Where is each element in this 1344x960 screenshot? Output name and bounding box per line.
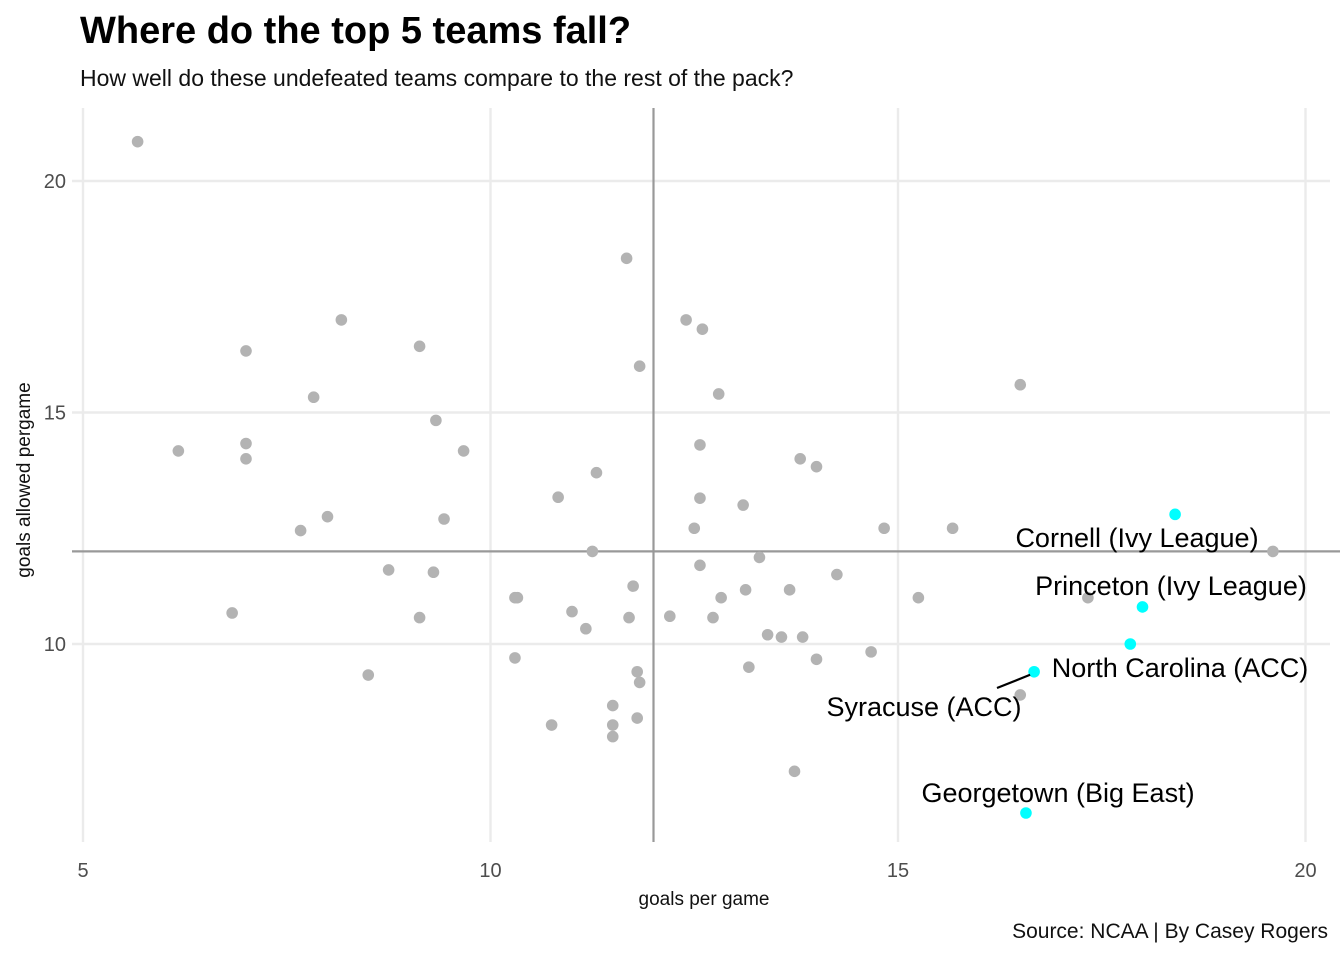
team-label: Cornell (Ivy League) bbox=[1015, 523, 1258, 553]
data-point bbox=[688, 522, 701, 535]
data-point bbox=[633, 676, 646, 689]
data-point bbox=[810, 653, 823, 666]
data-point bbox=[783, 584, 796, 596]
data-point bbox=[627, 580, 639, 592]
highlighted-point bbox=[1028, 665, 1040, 678]
team-label: Princeton (Ivy League) bbox=[1035, 571, 1307, 601]
data-point bbox=[831, 568, 843, 581]
data-point bbox=[240, 345, 252, 357]
data-point bbox=[382, 564, 395, 576]
data-point bbox=[566, 605, 578, 618]
highlighted-point bbox=[1020, 807, 1032, 819]
data-point bbox=[696, 323, 709, 335]
data-point bbox=[631, 712, 643, 724]
x-tick-label: 20 bbox=[1294, 860, 1316, 882]
data-point bbox=[796, 631, 809, 643]
highlighted-points bbox=[1020, 508, 1181, 819]
data-point bbox=[620, 252, 633, 265]
data-point bbox=[715, 591, 727, 604]
data-point bbox=[413, 340, 426, 353]
data-point bbox=[739, 584, 752, 596]
data-point bbox=[623, 611, 635, 624]
data-point bbox=[606, 730, 619, 743]
reference-lines bbox=[72, 108, 1340, 842]
data-point bbox=[810, 460, 823, 473]
data-point bbox=[694, 439, 706, 451]
data-point bbox=[509, 652, 521, 664]
y-tick-label: 10 bbox=[44, 634, 66, 656]
x-tick-label: 15 bbox=[887, 860, 909, 882]
data-point bbox=[586, 545, 599, 558]
data-point bbox=[878, 522, 890, 535]
chart-caption: Source: NCAA | By Casey Rogers bbox=[1012, 920, 1328, 943]
data-point bbox=[552, 491, 564, 504]
data-point bbox=[631, 665, 643, 678]
data-point bbox=[590, 466, 603, 479]
y-tick-label: 20 bbox=[44, 171, 66, 193]
data-point bbox=[580, 622, 592, 635]
data-point bbox=[912, 591, 925, 604]
chart-title: Where do the top 5 teams fall? bbox=[80, 10, 632, 52]
data-point bbox=[307, 391, 320, 404]
data-point bbox=[743, 661, 755, 673]
data-point bbox=[1267, 545, 1279, 558]
data-point bbox=[794, 453, 806, 465]
highlighted-point bbox=[1169, 508, 1181, 521]
data-point bbox=[362, 669, 375, 681]
grid-lines bbox=[72, 108, 1330, 842]
data-point bbox=[321, 510, 334, 523]
data-points bbox=[131, 135, 1279, 778]
chart-subtitle: How well do these undefeated teams compa… bbox=[80, 65, 794, 91]
data-point bbox=[430, 414, 442, 427]
data-point bbox=[865, 646, 877, 658]
data-point bbox=[761, 628, 774, 641]
data-point bbox=[753, 551, 766, 564]
data-point bbox=[606, 699, 619, 712]
data-point bbox=[438, 513, 450, 525]
x-axis-label: goals per game bbox=[639, 889, 770, 910]
axis-ticks: 5 10 15 20 10 15 20 bbox=[44, 171, 1317, 882]
highlighted-point bbox=[1124, 638, 1137, 650]
data-point bbox=[226, 607, 238, 619]
y-axis-label: goals allowed pergame bbox=[14, 382, 35, 577]
team-label: Georgetown (Big East) bbox=[921, 778, 1194, 808]
data-point bbox=[707, 611, 719, 624]
data-point bbox=[606, 719, 619, 731]
data-point bbox=[1014, 378, 1027, 391]
highlight-labels: Cornell (Ivy League) Princeton (Ivy Leagu… bbox=[826, 523, 1308, 808]
data-point bbox=[427, 566, 440, 579]
data-point bbox=[737, 499, 749, 511]
data-point bbox=[1082, 591, 1094, 604]
data-point bbox=[664, 610, 676, 623]
data-point bbox=[131, 135, 144, 148]
data-point bbox=[680, 314, 692, 326]
data-point bbox=[511, 591, 524, 604]
data-point bbox=[694, 559, 706, 572]
team-label: Syracuse (ACC) bbox=[826, 692, 1021, 722]
data-point bbox=[1014, 689, 1027, 701]
data-point bbox=[712, 388, 725, 400]
data-point bbox=[775, 631, 788, 643]
data-point bbox=[172, 445, 185, 457]
label-connector bbox=[996, 673, 1031, 690]
data-point bbox=[694, 492, 706, 504]
y-tick-label: 15 bbox=[44, 403, 66, 425]
highlighted-point bbox=[1136, 601, 1149, 613]
data-point bbox=[294, 524, 307, 537]
x-tick-label: 10 bbox=[479, 860, 501, 882]
data-point bbox=[240, 453, 252, 465]
data-point bbox=[240, 437, 252, 450]
data-point bbox=[946, 522, 959, 535]
team-label: North Carolina (ACC) bbox=[1052, 653, 1309, 683]
data-point bbox=[413, 611, 426, 624]
data-point bbox=[335, 314, 348, 326]
x-tick-label: 5 bbox=[77, 860, 88, 882]
data-point bbox=[633, 360, 646, 373]
data-point bbox=[788, 765, 801, 778]
data-point bbox=[545, 719, 558, 731]
data-point bbox=[457, 445, 470, 457]
